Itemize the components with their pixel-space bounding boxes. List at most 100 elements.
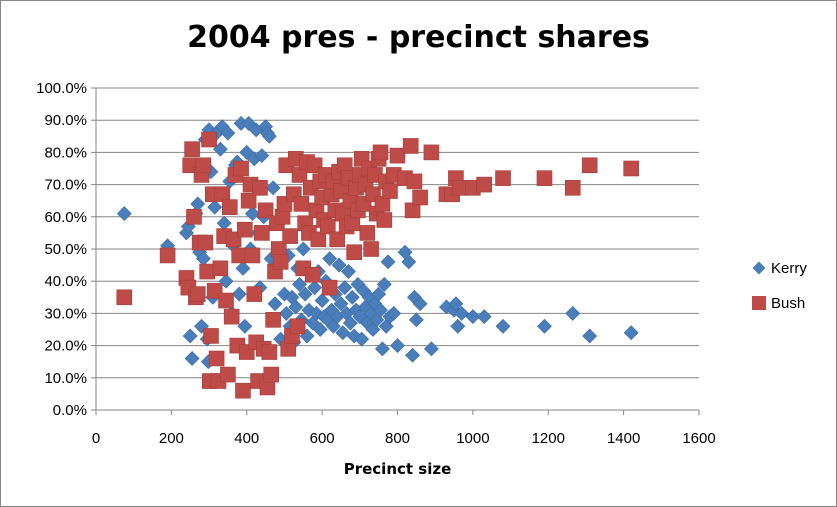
bush-point — [186, 209, 202, 225]
bush-point — [220, 366, 236, 383]
kerry-point — [341, 264, 356, 279]
kerry-point — [408, 312, 424, 328]
x-tick-label: 1200 — [532, 430, 565, 447]
x-tick-label: 1600 — [682, 430, 715, 447]
kerry-point — [216, 215, 232, 231]
kerry-point — [380, 254, 396, 270]
series-bush — [116, 131, 639, 399]
kerry-point — [220, 125, 236, 141]
y-tick-label: 0.0% — [53, 402, 87, 419]
chart-title: 2004 pres - precinct shares — [187, 20, 650, 55]
kerry-point — [231, 286, 247, 302]
kerry-point — [237, 318, 253, 334]
bush-point — [581, 157, 598, 174]
bush-point — [564, 180, 581, 196]
bush-point — [289, 318, 306, 335]
kerry-point — [495, 318, 511, 334]
y-tick-label: 20.0% — [44, 338, 87, 355]
bush-point — [244, 247, 261, 264]
bush-point — [272, 254, 289, 270]
bush-point — [184, 141, 200, 157]
bush-point — [423, 144, 440, 161]
bush-point — [412, 189, 428, 206]
bush-point — [293, 196, 310, 212]
bush-point — [233, 160, 249, 177]
y-tick-label: 60.0% — [44, 209, 87, 226]
x-tick-label: 1400 — [607, 430, 640, 447]
bush-point — [240, 192, 257, 209]
kerry-point — [267, 296, 283, 312]
bush-point — [495, 170, 511, 186]
kerry-point — [412, 296, 428, 312]
series-kerry — [116, 115, 639, 370]
kerry-point — [565, 305, 581, 321]
kerry-point — [116, 206, 132, 222]
bush-point — [536, 170, 553, 186]
bush-point — [304, 266, 321, 283]
bush-point — [363, 241, 379, 257]
x-tick-label: 1000 — [456, 430, 489, 447]
bush-point — [246, 286, 263, 302]
kerry-point — [297, 286, 313, 302]
bush-point — [197, 234, 214, 251]
kerry-point — [582, 328, 598, 344]
kerry-point — [265, 180, 281, 196]
kerry-point — [314, 293, 330, 308]
x-tick-label: 600 — [310, 430, 335, 447]
bush-point — [218, 292, 234, 309]
bush-point — [389, 147, 406, 164]
y-tick-label: 90.0% — [44, 112, 87, 129]
y-tick-label: 10.0% — [44, 370, 87, 387]
y-tick-label: 50.0% — [44, 241, 87, 258]
kerry-point — [405, 347, 420, 363]
bush-point — [195, 157, 212, 174]
kerry-point — [390, 338, 405, 354]
kerry-point — [371, 286, 387, 302]
bush-point — [261, 344, 278, 360]
x-tick-label: 200 — [159, 430, 184, 447]
legend-label-bush: Bush — [771, 295, 805, 312]
kerry-point — [376, 276, 392, 292]
bush-point — [382, 183, 398, 199]
kerry-point — [218, 273, 234, 289]
bush-point — [201, 131, 217, 148]
x-axis-title: Precinct size — [344, 460, 452, 478]
kerry-point — [335, 325, 351, 341]
data-series — [116, 115, 639, 399]
kerry-point — [423, 341, 439, 357]
bush-point — [406, 173, 423, 190]
kerry-point — [337, 280, 353, 296]
kerry-point — [537, 318, 552, 334]
legend-marker-bush — [752, 296, 766, 310]
bush-point — [116, 289, 133, 306]
bush-point — [208, 350, 225, 367]
kerry-point — [448, 296, 464, 312]
kerry-point — [344, 289, 360, 305]
bush-point — [476, 176, 492, 193]
kerry-point — [244, 206, 260, 222]
bush-point — [257, 202, 274, 219]
kerry-point — [342, 315, 358, 331]
kerry-point — [184, 351, 200, 366]
kerry-point — [288, 299, 304, 315]
x-tick-label: 800 — [385, 430, 410, 447]
kerry-point — [401, 254, 417, 270]
kerry-point — [207, 199, 223, 215]
kerry-point — [373, 302, 388, 318]
bush-point — [159, 247, 176, 264]
kerry-point — [454, 305, 469, 321]
y-tick-label: 100.0% — [36, 80, 87, 97]
kerry-point — [261, 128, 277, 144]
bush-point — [263, 366, 280, 383]
x-tick-label: 0 — [92, 430, 100, 447]
bush-point — [237, 221, 253, 238]
bush-point — [372, 144, 389, 161]
y-tick-label: 70.0% — [44, 177, 87, 194]
bush-point — [359, 225, 376, 241]
y-tick-label: 40.0% — [44, 273, 87, 290]
x-tick-label: 400 — [234, 430, 259, 447]
kerry-point — [254, 148, 270, 164]
bush-point — [402, 138, 419, 154]
kerry-point — [623, 325, 639, 341]
kerry-point — [476, 309, 492, 325]
